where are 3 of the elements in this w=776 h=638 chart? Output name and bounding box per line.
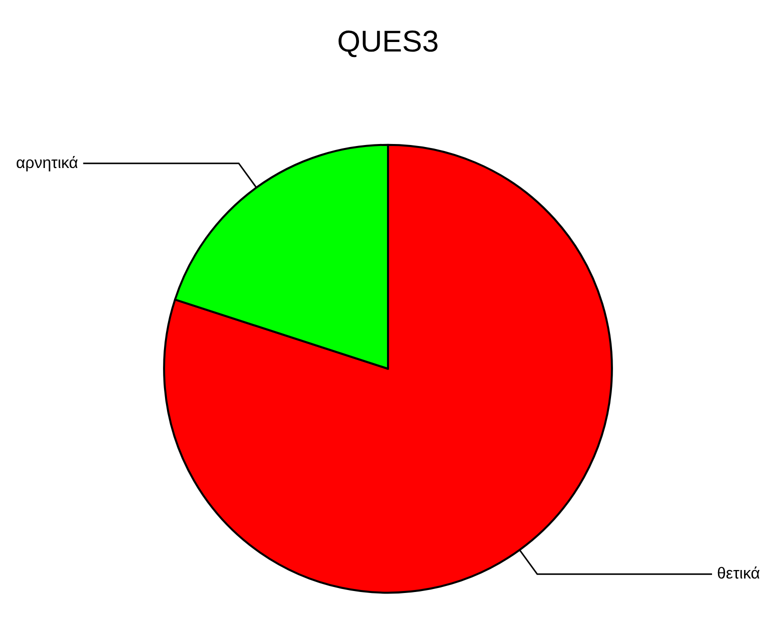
slice-label: αρνητικά (16, 154, 78, 172)
slice-label: θετικά (717, 566, 760, 583)
chart-title: QUES3 (337, 26, 439, 58)
